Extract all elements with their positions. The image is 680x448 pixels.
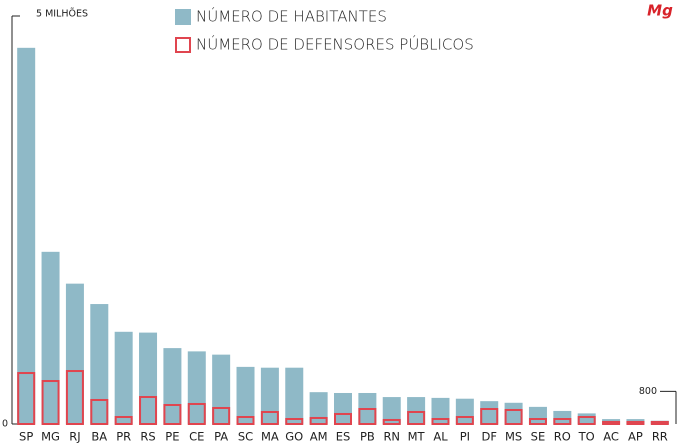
x-tick-label: RS xyxy=(140,430,155,444)
brand-logo: Mg xyxy=(647,2,673,20)
x-tick-label: AL xyxy=(433,430,448,444)
bar xyxy=(577,413,596,424)
y-tick-label: 0 xyxy=(2,419,8,430)
bar xyxy=(187,351,206,424)
bar-outline xyxy=(480,408,499,426)
x-tick-label: AM xyxy=(310,430,328,444)
x-tick-label: AC xyxy=(603,430,619,444)
bar xyxy=(407,397,426,424)
x-tick-label: CE xyxy=(189,430,204,444)
bar xyxy=(553,410,572,424)
bar xyxy=(236,366,255,424)
x-tick-label: RO xyxy=(554,430,571,444)
x-tick-label: MG xyxy=(41,430,60,444)
bar xyxy=(455,398,474,424)
legend-swatch xyxy=(175,9,191,25)
bar xyxy=(480,401,499,424)
x-tick-label: BA xyxy=(91,430,107,444)
bar-outline xyxy=(382,418,401,425)
bar-outline xyxy=(626,420,645,426)
bar xyxy=(528,406,547,424)
x-tick-label: PB xyxy=(360,430,375,444)
x-tick-label: PR xyxy=(116,430,131,444)
x-tick-label: PI xyxy=(460,430,470,444)
x-tick-label: RN xyxy=(383,430,400,444)
bar-outline xyxy=(260,410,279,426)
x-tick-label: PE xyxy=(165,430,179,444)
bar-outline xyxy=(407,410,426,426)
bar-outline xyxy=(309,416,328,425)
x-tick-label: SC xyxy=(238,430,253,444)
bar xyxy=(65,283,84,424)
x-tick-label: GO xyxy=(285,430,303,444)
bar xyxy=(260,367,279,424)
bar xyxy=(90,304,109,424)
bar xyxy=(285,367,304,424)
bar xyxy=(41,251,60,424)
bar-outline xyxy=(431,418,450,426)
bar-outline xyxy=(139,396,158,425)
bar-outline xyxy=(285,418,304,426)
bar-outline xyxy=(334,412,352,426)
bar-outline xyxy=(65,370,84,426)
x-tick-label: PA xyxy=(214,430,228,444)
x-tick-label: MT xyxy=(408,430,426,444)
bar-outline xyxy=(90,398,109,425)
bar-outline xyxy=(358,408,377,426)
bar-outline xyxy=(17,372,36,426)
bar xyxy=(163,348,182,424)
legend-swatch xyxy=(175,37,191,53)
bar xyxy=(431,397,450,424)
x-tick-label: SP xyxy=(19,430,33,444)
bar xyxy=(504,402,523,424)
bar xyxy=(114,331,133,424)
x-tick-label: TO xyxy=(578,430,595,444)
bar-outline xyxy=(602,420,621,426)
y2-tick-label: 800 xyxy=(639,386,657,397)
bar-outline xyxy=(212,406,231,425)
bar-outline xyxy=(187,402,206,426)
bar-outline xyxy=(553,418,572,426)
bar xyxy=(382,397,401,424)
x-tick-label: RR xyxy=(652,430,668,444)
bar-outline xyxy=(114,416,133,426)
bar-outline xyxy=(236,416,255,426)
x-tick-label: RJ xyxy=(69,430,80,444)
bar-outline xyxy=(650,420,669,426)
x-tick-label: AP xyxy=(628,430,643,444)
bar xyxy=(139,332,158,424)
y-tick-label: 5 MILHÕES xyxy=(36,8,88,20)
bar-outline xyxy=(504,408,523,425)
bar-outline xyxy=(577,416,596,426)
bar xyxy=(17,47,36,424)
bar xyxy=(334,392,352,424)
x-tick-label: DF xyxy=(481,430,496,444)
bar-outline xyxy=(455,416,474,426)
bar-outline xyxy=(41,380,60,426)
bar-outline xyxy=(163,404,182,425)
legend-label: NÚMERO DE DEFENSORES PÚBLICOS xyxy=(196,35,474,54)
bar xyxy=(309,392,328,424)
x-tick-label: ES xyxy=(336,430,351,444)
x-tick-label: MS xyxy=(505,430,522,444)
bar xyxy=(212,354,231,424)
x-tick-label: SE xyxy=(531,430,546,444)
legend-label: NÚMERO DE HABITANTES xyxy=(196,7,387,26)
bar-outline xyxy=(528,418,547,426)
x-tick-label: MA xyxy=(261,430,279,444)
